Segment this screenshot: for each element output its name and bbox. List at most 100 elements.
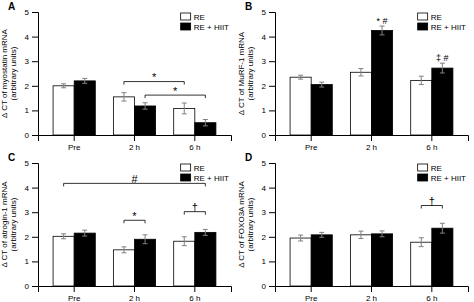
panel: 012345Pre2 h6 h#*†Δ CT of atrogin-1 mRNA… (0, 152, 232, 302)
x-axis: Pre2 h6 h (276, 286, 469, 302)
tick-mark (32, 110, 38, 111)
tick-mark (32, 286, 38, 287)
error-bar (203, 229, 208, 235)
y-tick: 0 (262, 131, 275, 140)
legend-swatch (181, 174, 191, 181)
bar (74, 81, 95, 135)
tick-label: Pre (68, 294, 81, 302)
bar (432, 228, 453, 286)
error-bar (82, 230, 87, 236)
panel-title: B (245, 1, 252, 12)
panel: 012345Pre2 h6 h†Δ CT of FOXO3A mRNA(arbi… (237, 152, 469, 302)
bar (372, 234, 393, 286)
y-axis-title: Δ CT of FOXO3A mRNA(arbitrary units) (237, 181, 255, 268)
x-axis: Pre 2 h 6 h (276, 135, 469, 152)
y-tick: 3 (25, 208, 38, 217)
y-tick: 4 (25, 184, 38, 193)
legend-label: RE (194, 13, 205, 22)
y-tick: 2 (262, 82, 275, 91)
x-tick: Pre (68, 135, 81, 152)
legend-swatch (418, 13, 428, 20)
y-axis: 012345 (25, 8, 39, 140)
axis-domain (32, 13, 39, 136)
bar (311, 85, 332, 135)
tick-label: 2 h (129, 143, 140, 152)
tick-label: 2 (262, 233, 267, 242)
legend-swatch (181, 23, 191, 30)
tick-mark (311, 286, 312, 292)
tick-mark (32, 163, 38, 164)
bar (53, 236, 74, 286)
axis-domain (276, 136, 469, 142)
tick-mark (74, 135, 75, 141)
legend: RERE + HIIT (181, 13, 229, 32)
tick-label: 5 (262, 8, 267, 17)
legend: RERE + HIIT (418, 13, 466, 32)
legend-swatch (418, 23, 428, 30)
plot-area (290, 223, 453, 286)
x-tick: 2 h (129, 135, 140, 152)
y-tick: 5 (262, 8, 275, 17)
annotation: * # (377, 16, 388, 26)
bar (350, 72, 371, 135)
tick-label: 0 (262, 282, 267, 291)
panel-title: C (8, 152, 15, 163)
tick-mark (32, 61, 38, 62)
y-axis-title-line: Δ CT of MuRF-1 mRNA (237, 31, 246, 115)
error-bar (121, 247, 126, 253)
tick-label: 2 (25, 233, 30, 242)
tick-mark (134, 135, 135, 141)
bar (290, 238, 311, 286)
tick-label: 2 (262, 82, 267, 91)
tick-mark (32, 212, 38, 213)
y-axis-title-line: Δ CT of myostatin mRNA (0, 28, 9, 117)
y-tick: 2 (262, 233, 275, 242)
legend: RERE + HIIT (418, 164, 466, 183)
plot-area (53, 229, 216, 286)
x-tick: 6 h (426, 135, 437, 152)
legend-label: RE + HIIT (431, 174, 466, 183)
tick-mark (32, 237, 38, 238)
error-bar (380, 231, 385, 237)
tick-label: 3 (262, 208, 267, 217)
error-bar (61, 234, 66, 239)
axis-domain (32, 164, 39, 287)
error-bar (419, 76, 424, 84)
y-axis: 012345 (25, 159, 39, 291)
tick-label: 0 (25, 131, 30, 140)
tick-label: 1 (25, 106, 30, 115)
y-axis-title-line: (arbitrary units) (246, 197, 255, 251)
tick-mark (269, 12, 275, 13)
y-axis-title: Δ CT of myostatin mRNA(arbitrary units) (0, 28, 18, 117)
x-tick: 2 h (129, 286, 140, 302)
chart-figure: 012345Pre2 h6 h**Δ CT of myostatin mRNA(… (0, 0, 474, 302)
legend-swatch (181, 164, 191, 171)
bar (290, 77, 311, 135)
tick-mark (194, 135, 195, 141)
y-tick: 1 (25, 106, 38, 115)
legend-item: RE (181, 13, 205, 22)
legend-item: RE + HIIT (181, 174, 229, 183)
y-tick: 3 (262, 57, 275, 66)
legend-label: RE + HIIT (194, 174, 229, 183)
tick-label: 4 (25, 184, 30, 193)
tick-mark (269, 61, 275, 62)
tick-label: 4 (25, 33, 30, 42)
tick-mark (32, 261, 38, 262)
error-bar (419, 238, 424, 247)
bar-series (290, 231, 432, 286)
error-bar (182, 103, 187, 114)
legend-item: RE + HIIT (418, 174, 466, 183)
tick-label: Pre (305, 294, 318, 302)
annotation: † (429, 195, 435, 207)
legend-swatch (418, 174, 428, 181)
y-tick: 4 (262, 33, 275, 42)
x-tick: 2 h (366, 135, 377, 152)
y-tick: 1 (262, 106, 275, 115)
panel-title: D (245, 152, 252, 163)
tick-label: Pre (305, 143, 318, 152)
axis-domain (269, 164, 276, 287)
bar (372, 30, 393, 135)
tick-label: 1 (25, 257, 30, 266)
bar-series (290, 69, 432, 135)
